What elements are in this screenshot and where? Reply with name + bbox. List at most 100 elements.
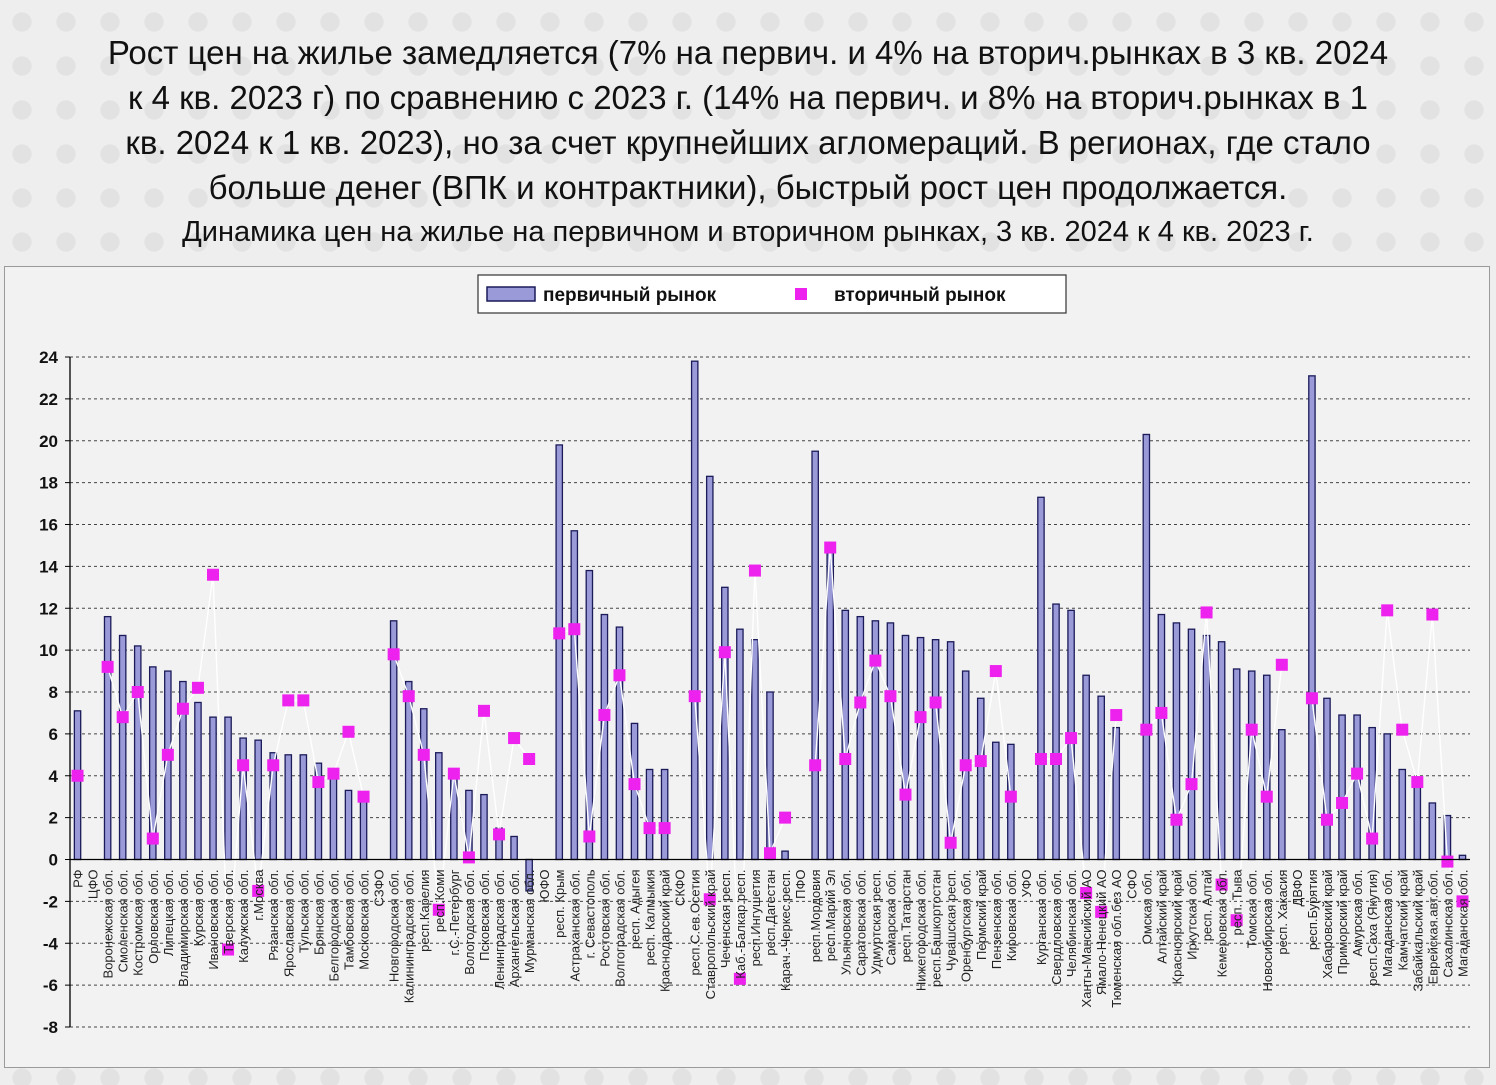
category-label: Хабаровский край	[1320, 870, 1335, 979]
primary-bar	[1413, 777, 1422, 861]
category-label: Амурская обл.	[1350, 870, 1365, 957]
primary-bar	[1217, 641, 1226, 861]
category-label: респ.Саха (Якутия)	[1365, 870, 1380, 986]
secondary-marker	[1366, 832, 1379, 845]
category-label: Самарская обл.	[883, 870, 898, 966]
category-label: респ.Мордовия	[808, 870, 823, 963]
headline-line-1: Рост цен на жилье замедляется (7% на пер…	[107, 34, 1389, 71]
marker-layer	[71, 541, 1469, 985]
primary-bar	[555, 444, 564, 861]
category-label: Оренбургская обл.	[959, 870, 974, 983]
secondary-marker	[417, 748, 430, 761]
primary-bar	[73, 710, 82, 861]
secondary-marker	[191, 681, 204, 694]
primary-bar	[570, 530, 579, 861]
category-label: Кировская обл.	[1004, 870, 1019, 962]
primary-bar	[284, 754, 293, 861]
y-tick-label: 6	[49, 725, 58, 744]
primary-bar	[826, 548, 835, 861]
secondary-marker	[553, 627, 566, 640]
category-label: Ярославская обл.	[281, 870, 296, 978]
category-label: респ. Крым	[552, 869, 567, 937]
secondary-marker	[929, 696, 942, 709]
y-tick-label: -6	[43, 976, 58, 995]
primary-bar	[660, 768, 669, 861]
legend-marker-swatch	[795, 288, 807, 300]
primary-bar	[1097, 695, 1105, 861]
primary-bar	[976, 697, 985, 861]
secondary-marker	[643, 822, 656, 835]
secondary-marker	[357, 790, 370, 803]
secondary-marker	[1441, 855, 1454, 868]
primary-bar	[736, 628, 744, 861]
primary-bar	[1082, 674, 1090, 861]
plot-frame	[4, 266, 1490, 1068]
secondary-marker	[1080, 887, 1093, 899]
category-label: Ростовская обл.	[597, 870, 612, 967]
primary-bar	[705, 475, 714, 861]
secondary-marker	[176, 702, 189, 715]
category-label: Смоленская обл.	[116, 870, 131, 973]
category-label: Пермский край	[974, 870, 989, 960]
category-label: ДВФО	[1290, 870, 1305, 907]
category-label: Чувашская респ.	[944, 870, 959, 972]
primary-bar	[1278, 729, 1286, 861]
category-label: Забайкальский край	[1410, 870, 1425, 992]
secondary-marker	[869, 654, 882, 667]
category-label: Волгоградская обл.	[612, 870, 627, 987]
category-label: Архангельская обл.	[507, 870, 522, 988]
secondary-marker	[914, 711, 927, 724]
y-tick-label: 14	[39, 557, 58, 576]
category-label: г. Севастополь	[582, 869, 597, 958]
primary-bar	[1323, 697, 1331, 861]
primary-bar	[1202, 634, 1211, 861]
category-label: УФО	[1019, 870, 1034, 898]
secondary-line	[392, 654, 530, 910]
category-label: Пензенская обл.	[989, 869, 1004, 969]
category-label: респ.Татарстан	[898, 870, 913, 963]
primary-bar	[465, 789, 473, 861]
secondary-marker	[1200, 606, 1213, 619]
y-tick-label: 8	[49, 683, 58, 702]
primary-bar	[931, 639, 940, 861]
primary-bar	[916, 636, 925, 861]
secondary-marker	[1050, 753, 1063, 765]
category-label: Новосибирская обл.	[1260, 870, 1275, 992]
secondary-marker	[161, 748, 174, 761]
category-label: Магаданская обл.	[1380, 870, 1395, 978]
secondary-marker	[432, 903, 445, 916]
secondary-marker	[222, 943, 235, 956]
legend-secondary-label: вторичный рынок	[834, 285, 1006, 306]
secondary-marker	[1456, 895, 1469, 908]
primary-bar	[148, 666, 157, 861]
category-label: Ленинградская обл.	[492, 870, 507, 990]
y-tick-label: 18	[39, 474, 58, 493]
y-tick-label: -2	[43, 892, 58, 911]
secondary-marker	[824, 541, 837, 554]
primary-bar	[435, 752, 443, 861]
chart-subtitle: Динамика цен на жилье на первичном и вто…	[182, 216, 1314, 248]
category-label: Саратовская обл.	[853, 870, 868, 976]
category-label: ПФО	[793, 870, 808, 899]
secondary-marker	[1426, 608, 1439, 621]
secondary-marker	[688, 690, 701, 703]
category-label: Курская обл.	[191, 870, 206, 947]
secondary-marker	[628, 778, 641, 791]
primary-bar	[1232, 668, 1241, 861]
chart-legend: первичный рынок вторичный рынок	[477, 274, 1067, 314]
category-label: г.Москва	[251, 869, 266, 921]
y-tick-label: 16	[39, 516, 58, 535]
primary-bar	[781, 850, 789, 861]
primary-bar	[359, 793, 368, 861]
secondary-marker	[658, 822, 671, 835]
secondary-marker	[1110, 709, 1123, 722]
primary-bar	[991, 741, 1000, 861]
primary-bar	[1428, 802, 1437, 861]
category-label: Белгородская обл.	[326, 870, 341, 982]
category-label: Иркутская обл.	[1185, 870, 1200, 960]
y-tick-label: 10	[39, 641, 58, 660]
category-label: Томская обл.	[1245, 870, 1260, 949]
secondary-marker	[974, 755, 987, 768]
y-tick-label: 12	[39, 599, 58, 618]
